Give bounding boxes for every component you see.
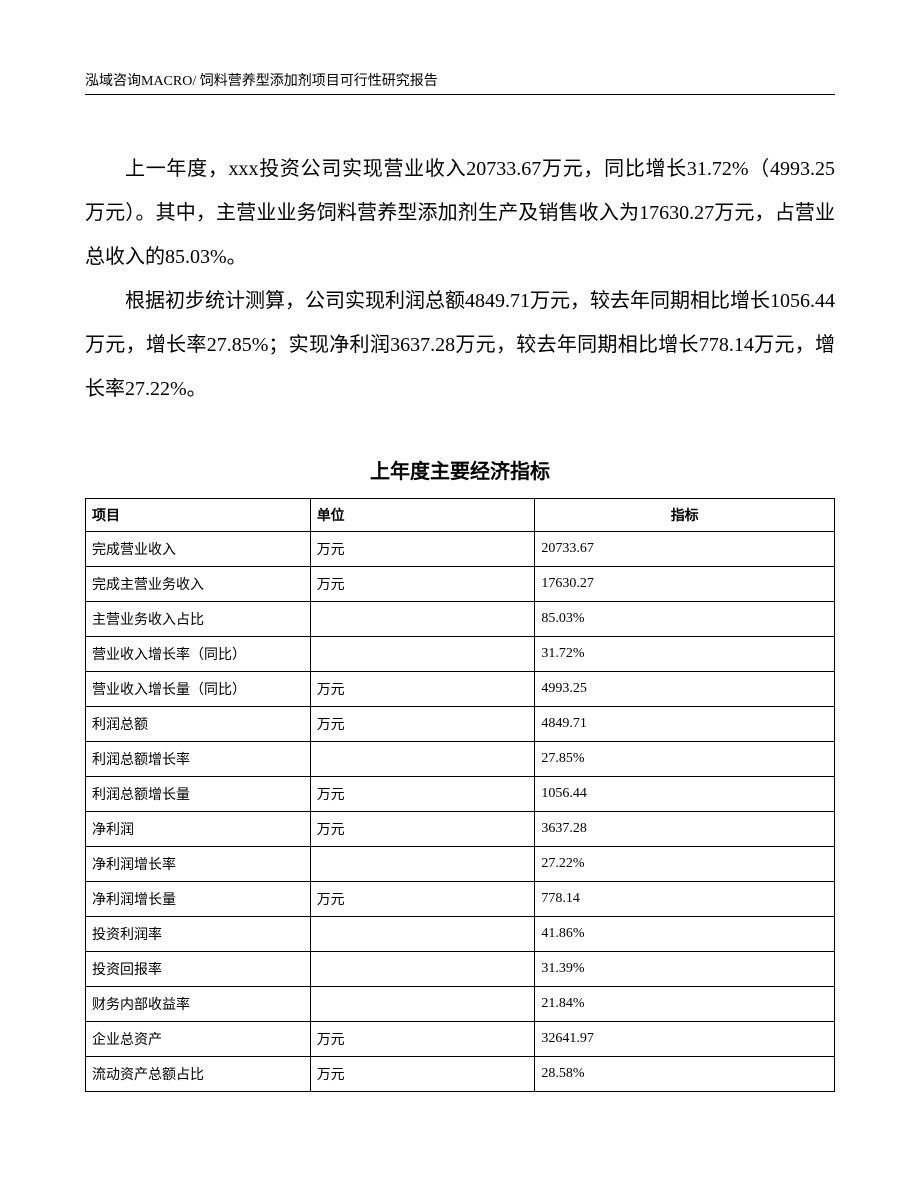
cell-value: 17630.27 bbox=[535, 567, 835, 602]
paragraph-2: 根据初步统计测算，公司实现利润总额4849.71万元，较去年同期相比增长1056… bbox=[85, 279, 835, 411]
cell-unit bbox=[310, 602, 535, 637]
cell-value: 32641.97 bbox=[535, 1022, 835, 1057]
cell-unit: 万元 bbox=[310, 812, 535, 847]
table-row: 主营业务收入占比 85.03% bbox=[86, 602, 835, 637]
table-row: 投资回报率 31.39% bbox=[86, 952, 835, 987]
column-header-value: 指标 bbox=[535, 499, 835, 532]
cell-unit: 万元 bbox=[310, 882, 535, 917]
cell-item: 财务内部收益率 bbox=[86, 987, 311, 1022]
cell-value: 31.72% bbox=[535, 637, 835, 672]
cell-item: 利润总额增长率 bbox=[86, 742, 311, 777]
cell-value: 20733.67 bbox=[535, 532, 835, 567]
column-header-item: 项目 bbox=[86, 499, 311, 532]
cell-value: 778.14 bbox=[535, 882, 835, 917]
paragraph-1: 上一年度，xxx投资公司实现营业收入20733.67万元，同比增长31.72%（… bbox=[85, 147, 835, 279]
table-row: 净利润 万元 3637.28 bbox=[86, 812, 835, 847]
table-row: 流动资产总额占比 万元 28.58% bbox=[86, 1057, 835, 1092]
cell-item: 营业收入增长率（同比） bbox=[86, 637, 311, 672]
table-row: 完成营业收入 万元 20733.67 bbox=[86, 532, 835, 567]
cell-value: 41.86% bbox=[535, 917, 835, 952]
table-title: 上年度主要经济指标 bbox=[85, 455, 835, 484]
cell-item: 净利润增长率 bbox=[86, 847, 311, 882]
economic-indicators-table: 项目 单位 指标 完成营业收入 万元 20733.67 完成主营业务收入 万元 … bbox=[85, 498, 835, 1092]
column-header-unit: 单位 bbox=[310, 499, 535, 532]
table-row: 完成主营业务收入 万元 17630.27 bbox=[86, 567, 835, 602]
cell-item: 完成主营业务收入 bbox=[86, 567, 311, 602]
table-row: 营业收入增长率（同比） 31.72% bbox=[86, 637, 835, 672]
cell-unit: 万元 bbox=[310, 672, 535, 707]
document-header: 泓域咨询MACRO/ 饲料营养型添加剂项目可行性研究报告 bbox=[85, 70, 835, 95]
cell-item: 完成营业收入 bbox=[86, 532, 311, 567]
cell-item: 利润总额增长量 bbox=[86, 777, 311, 812]
cell-value: 3637.28 bbox=[535, 812, 835, 847]
cell-value: 31.39% bbox=[535, 952, 835, 987]
cell-item: 主营业务收入占比 bbox=[86, 602, 311, 637]
cell-value: 21.84% bbox=[535, 987, 835, 1022]
cell-unit: 万元 bbox=[310, 777, 535, 812]
cell-value: 27.85% bbox=[535, 742, 835, 777]
cell-unit bbox=[310, 917, 535, 952]
cell-item: 企业总资产 bbox=[86, 1022, 311, 1057]
cell-unit: 万元 bbox=[310, 707, 535, 742]
cell-item: 营业收入增长量（同比） bbox=[86, 672, 311, 707]
cell-value: 27.22% bbox=[535, 847, 835, 882]
table-row: 净利润增长率 27.22% bbox=[86, 847, 835, 882]
table-row: 财务内部收益率 21.84% bbox=[86, 987, 835, 1022]
cell-unit: 万元 bbox=[310, 1022, 535, 1057]
cell-item: 净利润增长量 bbox=[86, 882, 311, 917]
table-row: 企业总资产 万元 32641.97 bbox=[86, 1022, 835, 1057]
table-body: 完成营业收入 万元 20733.67 完成主营业务收入 万元 17630.27 … bbox=[86, 532, 835, 1092]
cell-value: 28.58% bbox=[535, 1057, 835, 1092]
cell-unit bbox=[310, 847, 535, 882]
table-row: 利润总额增长量 万元 1056.44 bbox=[86, 777, 835, 812]
table-row: 净利润增长量 万元 778.14 bbox=[86, 882, 835, 917]
cell-unit bbox=[310, 637, 535, 672]
table-header-row: 项目 单位 指标 bbox=[86, 499, 835, 532]
cell-value: 4849.71 bbox=[535, 707, 835, 742]
table-row: 利润总额 万元 4849.71 bbox=[86, 707, 835, 742]
table-row: 营业收入增长量（同比） 万元 4993.25 bbox=[86, 672, 835, 707]
cell-item: 流动资产总额占比 bbox=[86, 1057, 311, 1092]
cell-unit: 万元 bbox=[310, 567, 535, 602]
cell-value: 85.03% bbox=[535, 602, 835, 637]
cell-unit: 万元 bbox=[310, 1057, 535, 1092]
cell-unit: 万元 bbox=[310, 532, 535, 567]
cell-value: 4993.25 bbox=[535, 672, 835, 707]
cell-item: 利润总额 bbox=[86, 707, 311, 742]
cell-item: 净利润 bbox=[86, 812, 311, 847]
cell-value: 1056.44 bbox=[535, 777, 835, 812]
cell-item: 投资利润率 bbox=[86, 917, 311, 952]
table-row: 利润总额增长率 27.85% bbox=[86, 742, 835, 777]
cell-unit bbox=[310, 742, 535, 777]
cell-item: 投资回报率 bbox=[86, 952, 311, 987]
cell-unit bbox=[310, 987, 535, 1022]
table-row: 投资利润率 41.86% bbox=[86, 917, 835, 952]
header-text: 泓域咨询MACRO/ 饲料营养型添加剂项目可行性研究报告 bbox=[85, 74, 438, 89]
cell-unit bbox=[310, 952, 535, 987]
